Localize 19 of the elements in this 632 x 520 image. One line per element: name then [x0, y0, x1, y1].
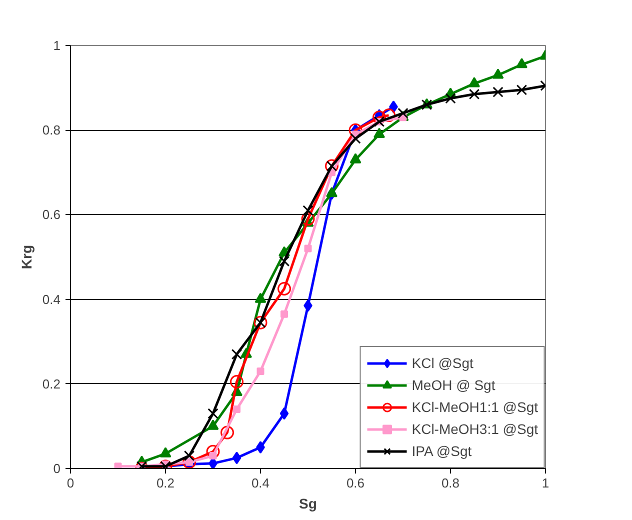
legend-label: KCl @Sgt [412, 355, 474, 371]
y-tick-label: 0 [53, 461, 61, 476]
y-tick-label: 0.6 [42, 207, 61, 222]
x-tick-label: 0.8 [441, 476, 460, 490]
y-tick-label: 0.2 [42, 376, 61, 392]
x-tick-label: 0.2 [156, 476, 175, 490]
legend-label: MeOH @ Sgt [412, 377, 496, 393]
x-tick-label: 1 [542, 476, 550, 490]
legend-label: IPA @Sgt [412, 443, 472, 459]
x-tick-label: 0.6 [346, 476, 365, 490]
legend-label: KCl-MeOH1:1 @Sgt [412, 399, 538, 415]
x-tick-label: 0 [66, 476, 74, 490]
legend-label: KCl-MeOH3:1 @Sgt [412, 421, 538, 437]
y-tick-label: 0.8 [42, 122, 61, 138]
x-tick-label: 0.4 [251, 476, 270, 490]
y-tick-label: 0.4 [42, 292, 61, 307]
y-axis-title: Krg [18, 244, 34, 270]
x-axis-title: Sg [299, 496, 317, 512]
y-tick-label: 1 [53, 38, 61, 53]
